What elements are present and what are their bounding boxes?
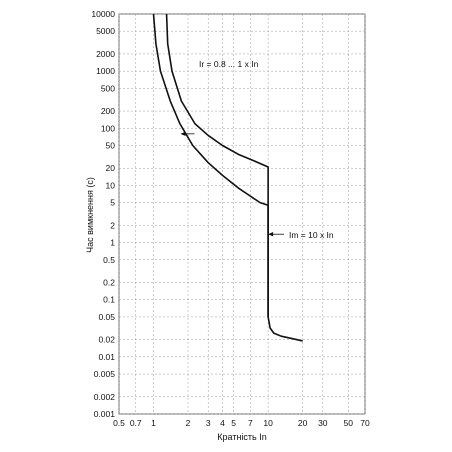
annotation-ir: Ir = 0.8 ... 1 x In bbox=[199, 59, 259, 69]
x-tick-label: 3 bbox=[206, 418, 211, 428]
x-tick-label: 1 bbox=[151, 418, 156, 428]
y-tick-labels: 0.001 0.002 0.005 0.01 0.02 0.05 0.1 0.2 0.5 1 2 5 1… bbox=[91, 9, 115, 419]
y-tick-label: 1000 bbox=[96, 66, 115, 76]
x-tick-label: 0.7 bbox=[130, 418, 142, 428]
y-tick-label: 2 bbox=[110, 220, 115, 230]
plot-area bbox=[118, 13, 366, 415]
annotation-arrows bbox=[180, 131, 285, 237]
curve-series-1 bbox=[152, 13, 269, 317]
y-tick-label: 5 bbox=[110, 198, 115, 208]
y-axis-title: Час вимкнення (с) bbox=[85, 177, 95, 253]
y-tick-label: 1 bbox=[110, 238, 115, 248]
x-tick-label: 7 bbox=[248, 418, 253, 428]
arrow-im-head bbox=[268, 232, 274, 237]
y-tick-label: 0.02 bbox=[98, 335, 115, 345]
y-tick-label: 2000 bbox=[96, 49, 115, 59]
x-tick-labels: 0.5 0.7 1 2 3 4 5 7 10 20 30 50 70 bbox=[113, 418, 370, 428]
curves bbox=[152, 13, 303, 342]
y-tick-label: 0.002 bbox=[94, 392, 116, 402]
y-tick-label: 0.1 bbox=[103, 295, 115, 305]
x-tick-label: 50 bbox=[344, 418, 354, 428]
x-tick-label: 30 bbox=[318, 418, 328, 428]
x-tick-label: 2 bbox=[186, 418, 191, 428]
y-tick-label: 0.05 bbox=[98, 312, 115, 322]
y-tick-label: 20 bbox=[106, 163, 116, 173]
y-tick-label: 0.001 bbox=[94, 409, 116, 419]
x-tick-label: 70 bbox=[360, 418, 370, 428]
arrow-ir-head bbox=[180, 131, 186, 137]
x-tick-label: 0.5 bbox=[113, 418, 125, 428]
grid bbox=[118, 13, 366, 415]
y-tick-label: 5000 bbox=[96, 26, 115, 36]
x-tick-label: 20 bbox=[298, 418, 308, 428]
y-tick-label: 0.5 bbox=[103, 255, 115, 265]
curve-series-2 bbox=[165, 13, 269, 317]
y-tick-label: 0.005 bbox=[94, 369, 116, 379]
y-tick-label: 200 bbox=[101, 106, 115, 116]
x-tick-label: 10 bbox=[263, 418, 273, 428]
y-tick-label: 10 bbox=[106, 180, 116, 190]
y-tick-label: 500 bbox=[101, 83, 115, 93]
annotation-im: Im = 10 x In bbox=[289, 230, 334, 240]
x-tick-label: 4 bbox=[220, 418, 225, 428]
y-tick-label: 0.2 bbox=[103, 278, 115, 288]
x-tick-label: 5 bbox=[231, 418, 236, 428]
curve-series-3 bbox=[267, 316, 303, 342]
x-axis-title: Кратність In bbox=[217, 432, 266, 442]
y-tick-label: 100 bbox=[101, 123, 115, 133]
y-tick-label: 50 bbox=[106, 140, 116, 150]
y-tick-label: 0.01 bbox=[98, 352, 115, 362]
y-tick-label: 10000 bbox=[91, 9, 115, 19]
